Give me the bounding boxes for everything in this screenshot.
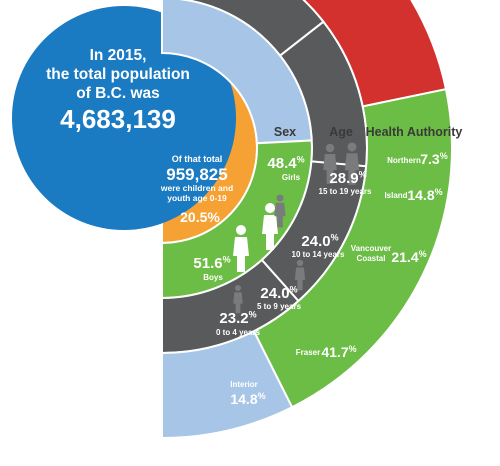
youth-value: 959,825 <box>166 165 227 184</box>
health-slice-interior <box>161 329 294 440</box>
sex-boys-pct: 51.6% <box>193 255 230 272</box>
health-vancouver-line2: Coastal <box>357 254 386 263</box>
age-10-14-pct: 24.0% <box>301 233 338 250</box>
girl-silhouette-icon <box>262 203 278 250</box>
youth-percent: 20.5% <box>180 209 220 225</box>
age-5-9-name: 5 to 9 years <box>257 302 302 311</box>
header-age: Age <box>329 125 353 139</box>
health-fraser-pct: 41.7% <box>321 344 356 360</box>
total-value: 4,683,139 <box>60 104 176 134</box>
silhouette-icons <box>233 142 360 314</box>
child-silhouette-icon <box>294 259 306 291</box>
total-line1: In 2015, <box>90 47 147 64</box>
health-island-name: Island <box>384 191 407 200</box>
total-line3: of B.C. was <box>76 85 160 102</box>
age-0-4-name: 0 to 4 years <box>216 328 261 337</box>
total-line2: the total population <box>46 66 190 83</box>
teen-silhouette-icon <box>344 142 360 185</box>
health-fraser-name: Fraser <box>296 348 320 357</box>
youth-line2: were children and <box>160 183 233 193</box>
sex-girls-pct: 48.4% <box>267 155 304 172</box>
health-vancouver-line1: Vancouver <box>351 244 391 253</box>
age-10-14-name: 10 to 14 years <box>292 250 345 259</box>
age-15-19-name: 15 to 19 years <box>319 187 372 196</box>
age-5-9-pct: 24.0% <box>260 285 297 302</box>
youth-line1: Of that total <box>172 154 223 164</box>
child-silhouette-icon <box>274 194 286 228</box>
age-15-19-pct: 28.9% <box>329 170 366 187</box>
health-island-pct: 14.8% <box>407 187 442 203</box>
header-sex: Sex <box>274 125 296 139</box>
header-health-authority: Health Authority <box>366 125 463 139</box>
health-vancouver-pct: 21.4% <box>391 249 426 265</box>
total-population-circle <box>12 6 236 230</box>
sex-boys-name: Boys <box>203 273 223 282</box>
health-interior-pct: 14.8% <box>230 391 265 407</box>
age-0-4-pct: 23.2% <box>219 310 256 327</box>
teen-silhouette-icon <box>323 143 337 184</box>
boy-silhouette-icon <box>233 225 249 272</box>
health-northern-name: Northern <box>387 156 421 165</box>
youth-line3: youth age 0-19 <box>167 193 227 203</box>
sex-girls-name: Girls <box>282 173 301 182</box>
health-authority-ring <box>161 0 453 440</box>
toddler-silhouette-icon <box>233 285 243 314</box>
slice-labels: 48.4%Girls 51.6%Boys 28.9%15 to 19 years 24… <box>193 151 447 407</box>
health-interior-name: Interior <box>230 380 258 389</box>
